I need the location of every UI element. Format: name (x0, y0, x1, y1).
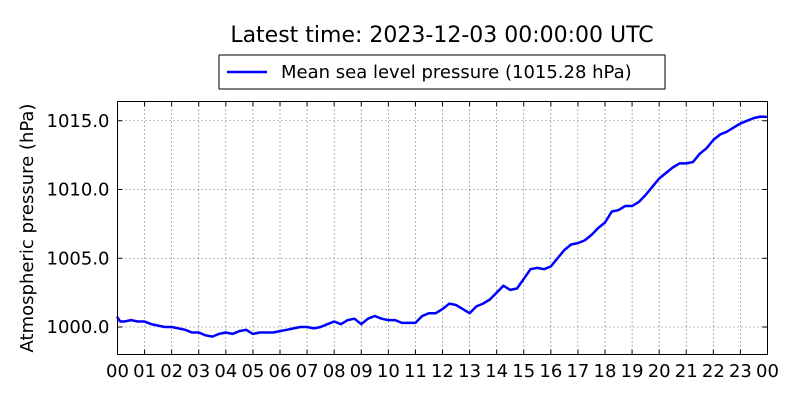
y-tick-label: 1005.0 (47, 248, 110, 269)
plot-frame (117, 101, 768, 355)
y-tick-label: 1000.0 (47, 317, 110, 338)
chart-title: Latest time: 2023-12-03 00:00:00 UTC (230, 23, 653, 48)
x-tick-label: 09 (350, 361, 373, 382)
x-tick-label: 00 (106, 361, 129, 382)
x-tick-label: 02 (160, 361, 183, 382)
series-line (116, 115, 768, 338)
x-tick-label: 01 (133, 361, 156, 382)
legend-box (218, 54, 666, 90)
y-tick-label: 1010.0 (47, 180, 110, 201)
x-tick-label: 12 (431, 361, 454, 382)
grid (117, 101, 768, 355)
x-tick-label: 23 (729, 361, 752, 382)
y-tick-label: 1015.0 (47, 111, 110, 132)
x-tick-label: 18 (594, 361, 617, 382)
x-tick-label: 13 (458, 361, 481, 382)
ticks (117, 101, 768, 355)
x-tick-label: 22 (702, 361, 725, 382)
x-tick-label: 00 (756, 361, 779, 382)
x-tick-label: 11 (404, 361, 427, 382)
x-tick-label: 05 (241, 361, 264, 382)
x-tick-label: 19 (621, 361, 644, 382)
x-tick-label: 20 (648, 361, 671, 382)
x-tick-label: 15 (512, 361, 535, 382)
data-layer (116, 115, 768, 338)
x-tick-label: 10 (377, 361, 400, 382)
x-tick-label: 14 (485, 361, 508, 382)
x-tick-label: 16 (539, 361, 562, 382)
x-tick-label: 04 (214, 361, 237, 382)
y-axis-label: Atmospheric pressure (hPa) (17, 104, 38, 353)
x-tick-label: 06 (269, 361, 292, 382)
tick-labels: 00 01 02 03 04 05 06 07 08 09 10 11 12 13 14 15 16 17 18 19… (47, 111, 779, 382)
x-tick-label: 17 (566, 361, 589, 382)
x-tick-label: 03 (187, 361, 210, 382)
legend-label: Mean sea level pressure (1015.28 hPa) (281, 62, 632, 83)
x-tick-label: 07 (296, 361, 319, 382)
x-tick-label: 21 (675, 361, 698, 382)
x-tick-label: 08 (323, 361, 346, 382)
legend: Mean sea level pressure (1015.28 hPa) (218, 54, 666, 90)
